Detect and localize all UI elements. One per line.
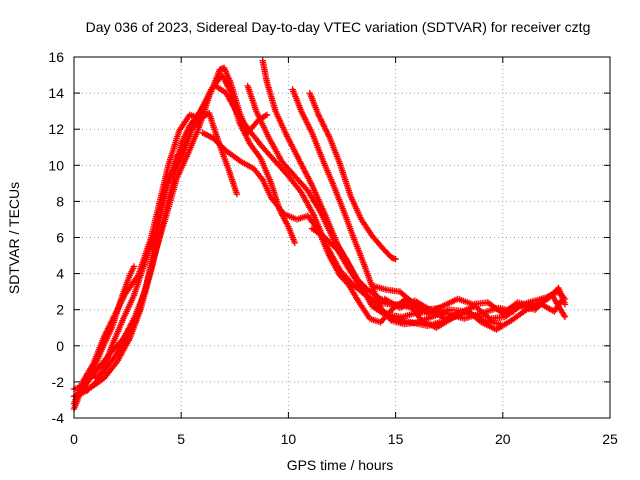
data-marks bbox=[70, 57, 569, 413]
data-point-marker bbox=[291, 239, 298, 247]
x-tick-label: 5 bbox=[177, 431, 185, 447]
x-axis-title: GPS time / hours bbox=[287, 457, 394, 473]
data-point-marker bbox=[561, 301, 569, 308]
y-tick-label: 12 bbox=[48, 121, 64, 137]
data-point-marker bbox=[233, 191, 241, 198]
chart-title: Day 036 of 2023, Sidereal Day-to-day VTE… bbox=[86, 19, 591, 35]
data-point-marker bbox=[263, 111, 271, 118]
y-tick-label: 14 bbox=[48, 85, 64, 101]
y-tick-label: 4 bbox=[56, 266, 64, 282]
x-tick-label: 15 bbox=[388, 431, 404, 447]
y-axis-title: SDTVAR / TECUs bbox=[6, 182, 22, 294]
y-tick-label: 6 bbox=[56, 230, 64, 246]
x-tick-label: 25 bbox=[602, 431, 618, 447]
y-tick-label: 0 bbox=[56, 338, 64, 354]
data-point-marker bbox=[392, 256, 399, 263]
x-tick-label: 20 bbox=[495, 431, 511, 447]
y-tick-label: 2 bbox=[56, 302, 64, 318]
y-tick-label: 8 bbox=[56, 193, 64, 209]
data-point-marker bbox=[561, 313, 569, 321]
satellite-track-12 bbox=[306, 89, 399, 263]
x-tick-label: 10 bbox=[281, 431, 297, 447]
x-tick-label: 0 bbox=[70, 431, 78, 447]
data-point-marker bbox=[130, 263, 138, 270]
y-tick-label: 10 bbox=[48, 157, 64, 173]
y-tick-labels: -4 -2 0 2 4 6 8 10 12 14 16 bbox=[48, 49, 64, 426]
y-tick-label: -2 bbox=[52, 374, 65, 390]
y-tick-label: 16 bbox=[48, 49, 64, 65]
y-tick-label: -4 bbox=[52, 410, 65, 426]
satellite-track-6 bbox=[92, 109, 241, 382]
data-point-marker bbox=[561, 295, 569, 303]
satellite-track-17 bbox=[499, 292, 569, 321]
data-point-marker bbox=[560, 312, 568, 319]
x-tick-labels: 0 5 10 15 20 25 bbox=[70, 431, 618, 447]
tick-marks bbox=[73, 56, 611, 419]
